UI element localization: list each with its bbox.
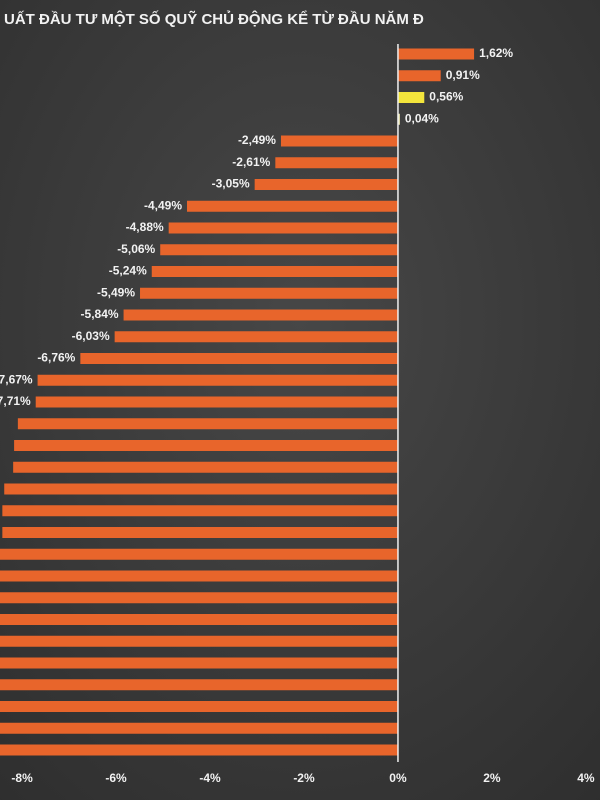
data-label: -5,24% xyxy=(109,264,147,278)
bar xyxy=(397,92,425,103)
data-label: -4,49% xyxy=(144,198,182,212)
bar xyxy=(114,331,398,343)
bar xyxy=(160,244,398,256)
data-label: -4,88% xyxy=(126,220,164,234)
data-label: -5,84% xyxy=(81,307,119,321)
bar xyxy=(0,657,398,669)
data-label: -7,67% xyxy=(0,372,33,386)
bar xyxy=(397,113,400,125)
data-label: -3,05% xyxy=(212,177,250,191)
bar xyxy=(397,48,475,60)
data-label: 0,91% xyxy=(446,68,480,82)
bar xyxy=(4,483,398,495)
data-label: 0,04% xyxy=(405,111,439,125)
data-label: 0,56% xyxy=(429,90,463,104)
bar xyxy=(168,222,398,234)
bar xyxy=(397,70,441,82)
bar xyxy=(123,309,398,321)
bar xyxy=(0,679,398,691)
bar xyxy=(0,744,398,756)
bar xyxy=(13,461,398,473)
bar xyxy=(275,157,398,169)
x-tick-label: 0% xyxy=(389,771,407,785)
bar xyxy=(187,200,398,212)
bar xyxy=(151,266,398,277)
bar xyxy=(0,614,398,625)
x-tick-label: -2% xyxy=(293,771,315,785)
bar xyxy=(0,592,398,604)
data-label: -2,49% xyxy=(238,133,276,147)
x-tick-label: -6% xyxy=(105,771,127,785)
data-label: -2,61% xyxy=(232,155,270,169)
bar xyxy=(254,179,398,190)
bar xyxy=(17,418,398,430)
bar xyxy=(0,701,398,712)
bar xyxy=(0,635,398,647)
bar xyxy=(80,353,398,364)
x-tick-label: -4% xyxy=(199,771,221,785)
data-label: -5,06% xyxy=(117,242,155,256)
bar xyxy=(2,527,398,538)
chart-title: UẤT ĐẦU TƯ MỘT SỐ QUỸ CHỦ ĐỘNG KỂ TỪ ĐẦU… xyxy=(4,10,424,28)
data-label: -6,03% xyxy=(72,329,110,343)
x-tick-label: 2% xyxy=(483,771,501,785)
data-label: 1,62% xyxy=(479,46,513,60)
bar xyxy=(0,722,398,734)
bar xyxy=(0,570,398,582)
data-label: -7,71% xyxy=(0,394,31,408)
bar xyxy=(37,374,398,386)
x-tick-label: 4% xyxy=(577,771,595,785)
data-label: -6,76% xyxy=(37,351,75,365)
data-label: -5,49% xyxy=(97,285,135,299)
bar xyxy=(14,440,398,451)
bar xyxy=(35,396,398,408)
bar xyxy=(280,135,398,147)
bar xyxy=(0,548,398,560)
bar xyxy=(2,505,398,517)
x-tick-label: -8% xyxy=(11,771,33,785)
bar xyxy=(140,287,398,299)
